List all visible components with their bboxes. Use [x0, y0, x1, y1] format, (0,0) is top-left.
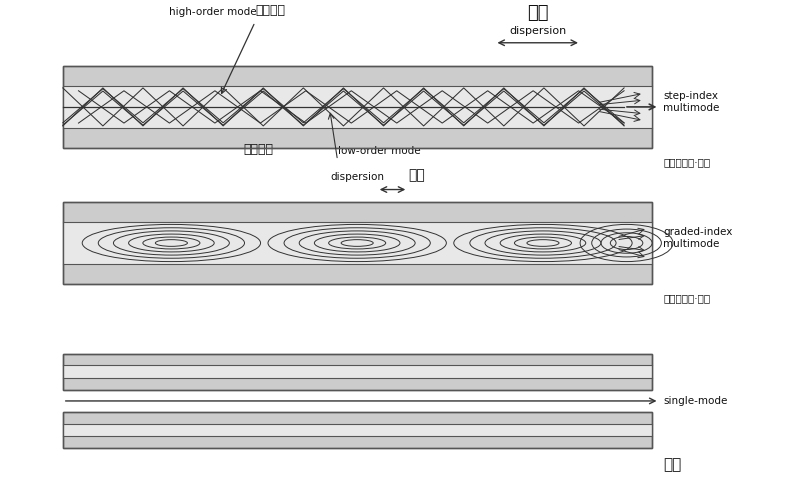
- Bar: [63, 365, 652, 378]
- Text: dispersion: dispersion: [330, 172, 385, 182]
- Bar: [63, 223, 652, 263]
- Text: 渐变折射率·多模: 渐变折射率·多模: [663, 293, 710, 303]
- Bar: [63, 424, 652, 436]
- Text: 阶跃折射率·多模: 阶跃折射率·多模: [663, 157, 710, 167]
- Bar: [63, 87, 652, 127]
- Text: high-order mode: high-order mode: [169, 7, 257, 17]
- Bar: [63, 354, 652, 390]
- Text: dispersion: dispersion: [509, 26, 566, 36]
- Text: graded-index
multimode: graded-index multimode: [663, 227, 732, 249]
- Text: 低阶振型: 低阶振型: [243, 142, 273, 156]
- Bar: [63, 412, 652, 448]
- Bar: [63, 66, 652, 148]
- Bar: [63, 412, 652, 448]
- Text: step-index
multimode: step-index multimode: [663, 91, 720, 113]
- Bar: [63, 66, 652, 148]
- Text: 色散: 色散: [408, 168, 425, 182]
- Text: 单模: 单模: [663, 457, 681, 472]
- Text: 高阶振型: 高阶振型: [255, 4, 285, 17]
- Bar: [63, 354, 652, 390]
- Text: low-order mode: low-order mode: [338, 145, 420, 156]
- Bar: [63, 202, 652, 284]
- Text: 色散: 色散: [527, 4, 549, 22]
- Text: single-mode: single-mode: [663, 396, 728, 406]
- Bar: [63, 202, 652, 284]
